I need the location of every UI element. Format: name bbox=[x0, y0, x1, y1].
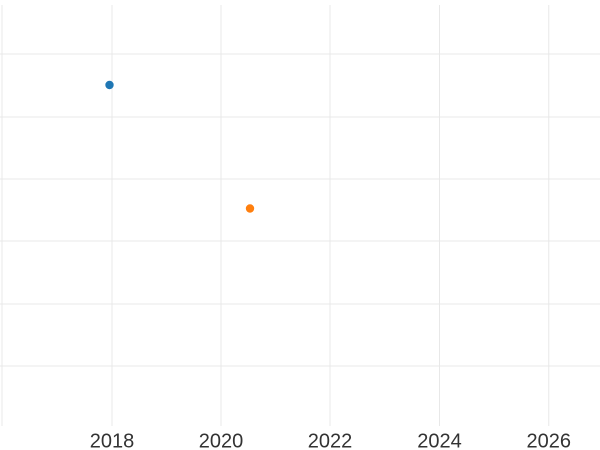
svg-text:2024: 2024 bbox=[417, 431, 462, 450]
svg-text:2020: 2020 bbox=[199, 431, 244, 450]
svg-text:2026: 2026 bbox=[527, 431, 572, 450]
svg-text:2018: 2018 bbox=[90, 431, 135, 450]
svg-text:2022: 2022 bbox=[308, 431, 353, 450]
